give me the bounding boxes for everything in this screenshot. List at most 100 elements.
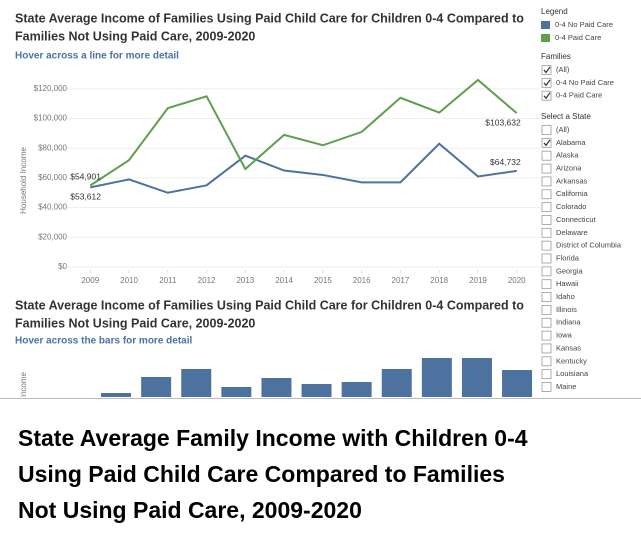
caption-line: Not Using Paid Care, 2009-2020 [18, 497, 362, 523]
bar [341, 382, 372, 397]
data-label: $54,901 [70, 172, 101, 182]
checkbox[interactable] [541, 176, 552, 187]
x-tick-label: 2015 [314, 276, 332, 285]
checkbox[interactable] [541, 343, 552, 354]
checkbox[interactable] [541, 369, 552, 380]
x-tick-label: 2012 [198, 276, 216, 285]
x-tick-label: 2017 [392, 276, 410, 285]
bar-area: Household Income [19, 358, 533, 397]
checkbox[interactable] [541, 317, 552, 328]
filter-option[interactable]: Kentucky [556, 356, 587, 365]
bar [181, 369, 212, 397]
filter-option[interactable]: Colorado [556, 202, 586, 211]
filter-option[interactable]: Idaho [556, 292, 575, 301]
bar [141, 377, 172, 397]
checkbox[interactable] [541, 163, 552, 174]
caption-line: Using Paid Child Care Compared to Famili… [18, 461, 505, 487]
checkmark [543, 139, 551, 147]
checkbox[interactable] [541, 215, 552, 225]
checkbox[interactable] [541, 330, 552, 341]
bar [221, 387, 252, 397]
filter-option[interactable]: (All) [556, 65, 570, 74]
filter-option[interactable]: 0-4 No Paid Care [556, 78, 614, 87]
filter-option[interactable]: Indiana [556, 318, 581, 327]
checkbox[interactable] [541, 77, 552, 88]
data-label: $103,632 [485, 117, 521, 127]
checkbox[interactable] [541, 189, 552, 200]
filter-option[interactable]: Kansas [556, 343, 581, 352]
bar [301, 384, 332, 397]
checkbox[interactable] [541, 292, 552, 302]
x-tick-label: 2011 [159, 276, 177, 285]
x-tick-label: 2014 [275, 276, 293, 285]
y-tick-label: $60,000 [38, 173, 67, 182]
bar [421, 358, 452, 397]
filter-option[interactable]: Alaska [556, 151, 579, 160]
filter-option[interactable]: California [556, 189, 589, 198]
chart-title: State Average Income of Families Using P… [15, 11, 524, 25]
legend-label: 0-4 Paid Care [555, 33, 601, 42]
checkmark [543, 79, 551, 87]
x-tick-label: 2018 [430, 276, 448, 285]
y-tick-label: $120,000 [34, 84, 68, 93]
chart-subtitle: Hover across a line for more detail [15, 51, 179, 62]
y-tick-label: $80,000 [38, 143, 67, 152]
filter-option[interactable]: Alabama [556, 138, 586, 147]
legend-swatch [541, 34, 550, 42]
filter-option[interactable]: Arizona [556, 164, 582, 173]
checkbox[interactable] [541, 137, 552, 148]
x-tick-label: 2019 [469, 276, 487, 285]
checkbox[interactable] [541, 202, 552, 213]
y-tick-label: $100,000 [34, 114, 68, 123]
checkbox[interactable] [541, 240, 552, 251]
checkmark [543, 66, 551, 74]
checkbox[interactable] [541, 227, 552, 238]
x-tick-label: 2016 [353, 276, 371, 285]
checkbox[interactable] [541, 382, 552, 392]
filter-option[interactable]: Iowa [556, 331, 573, 340]
data-label: $64,732 [490, 157, 521, 167]
chart-subtitle: Hover across the bars for more detail [15, 336, 193, 347]
filter-option[interactable]: Georgia [556, 266, 584, 275]
checkbox[interactable] [541, 266, 552, 277]
filter-option[interactable]: Florida [556, 253, 580, 262]
line-series [89, 78, 518, 187]
data-label: $53,612 [70, 192, 101, 202]
y-axis-label: Household Income [19, 147, 28, 214]
bar [101, 393, 132, 397]
checkmark [543, 92, 551, 100]
filter-option[interactable]: Illinois [556, 305, 577, 314]
filter-option[interactable]: Connecticut [556, 215, 597, 224]
checkbox[interactable] [541, 150, 552, 161]
x-tick-label: 2010 [120, 276, 138, 285]
y-tick-label: $40,000 [38, 203, 67, 212]
y-tick-label: $20,000 [38, 232, 67, 241]
checkbox[interactable] [541, 356, 552, 367]
filter-option[interactable]: Louisiana [556, 369, 589, 378]
legend-label: 0-4 No Paid Care [555, 20, 613, 29]
filter-option[interactable]: Delaware [556, 228, 588, 237]
filter-title: Families [541, 52, 571, 61]
filter-option[interactable]: (All) [556, 125, 570, 134]
filter-option[interactable]: Maine [556, 382, 576, 391]
x-tick-label: 2013 [236, 276, 254, 285]
checkbox[interactable] [541, 304, 552, 315]
bar [502, 370, 533, 397]
caption: State Average Family Income with Childre… [18, 420, 633, 528]
filter-option[interactable]: District of Columbia [556, 241, 622, 250]
filter-option[interactable]: Arkansas [556, 176, 588, 185]
filter-option[interactable]: Hawaii [556, 279, 579, 288]
checkbox[interactable] [541, 279, 552, 290]
chart-title: Families Not Using Paid Care, 2009-2020 [15, 29, 255, 43]
line-series [90, 142, 517, 194]
checkbox[interactable] [541, 125, 552, 135]
x-tick-label: 2009 [81, 276, 99, 285]
checkbox[interactable] [541, 65, 552, 75]
checkbox[interactable] [541, 90, 552, 101]
checkbox[interactable] [541, 253, 552, 264]
filter-option[interactable]: 0-4 Paid Care [556, 91, 602, 100]
legend-title: Legend [541, 7, 568, 16]
filter-title: Select a State [541, 112, 591, 121]
dashboard: State Average Income of Families Using P… [0, 7, 641, 399]
